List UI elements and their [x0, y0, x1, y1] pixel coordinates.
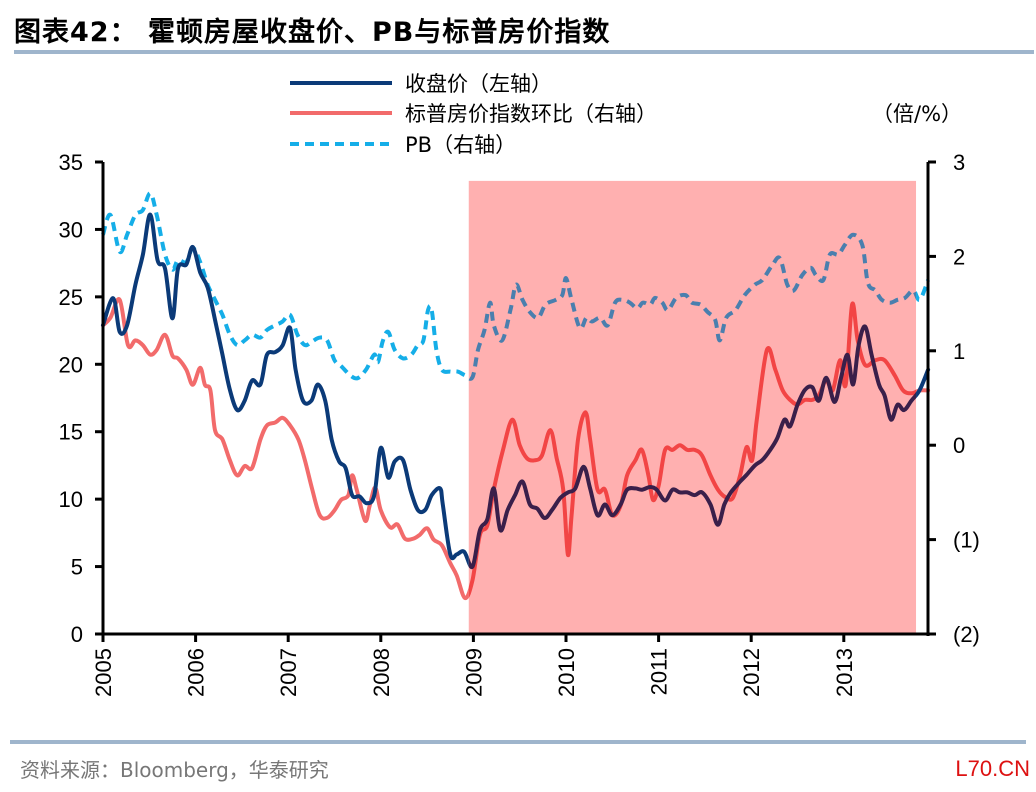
right-axis-tick-label: (1): [953, 528, 980, 553]
footer-rule: [10, 740, 1026, 744]
right-axis-tick-label: 2: [953, 244, 965, 269]
x-axis-tick-label: 2005: [91, 648, 116, 697]
legend-label-close: 收盘价（左轴）: [405, 72, 552, 96]
x-axis-tick-label: 2013: [832, 648, 857, 697]
right-axis-tick-label: (2): [953, 622, 980, 647]
x-axis-tick-label: 2009: [461, 648, 486, 697]
left-axis-tick-label: 10: [59, 487, 83, 512]
left-axis-tick-label: 35: [59, 150, 83, 175]
left-axis-tick-label: 15: [59, 420, 83, 445]
legend: 收盘价（左轴） 标普房价指数环比（右轴） PB（右轴）: [290, 72, 657, 157]
left-axis-tick-label: 25: [59, 285, 83, 310]
left-axis-tick-label: 5: [71, 555, 83, 580]
right-axis-tick-label: 3: [953, 150, 965, 175]
series-pb: [101, 191, 930, 381]
watermark: L70.CN: [955, 756, 1030, 781]
right-axis-tick-label: 1: [953, 339, 965, 364]
x-axis-tick-label: 2012: [739, 648, 764, 697]
left-axis-tick-label: 20: [59, 352, 83, 377]
series-line-sp-shaded: [468, 301, 917, 599]
legend-label-pb: PB（右轴）: [405, 133, 516, 157]
series-close: [101, 212, 931, 570]
figure-title: 图表42： 霍顿房屋收盘价、PB与标普房价指数: [14, 17, 611, 48]
series-sp: [101, 297, 931, 601]
x-axis-tick-label: 2007: [276, 648, 301, 697]
x-axis-tick-label: 2010: [554, 648, 579, 697]
series-line-close-shaded: [468, 324, 917, 570]
x-axis-tick-label: 2011: [647, 648, 672, 695]
chart: 0 5 10 15 20 25 30 35 (2) (1) 0 1 2 3 2005 2006 2007 2008…: [59, 72, 980, 697]
source-note: 资料来源：Bloomberg，华泰研究: [20, 758, 329, 782]
series-layer: [101, 191, 931, 601]
right-axis-tick-label: 0: [953, 433, 965, 458]
title-rule: [14, 50, 1034, 54]
axes-layer: 0 5 10 15 20 25 30 35 (2) (1) 0 1 2 3 2005 2006 2007 2008…: [59, 150, 980, 697]
right-axis-unit: （倍/%）: [872, 102, 962, 126]
legend-label-sp: 标普房价指数环比（右轴）: [405, 102, 657, 126]
series-line-pb-shaded: [468, 232, 917, 381]
left-axis-tick-label: 30: [59, 217, 83, 242]
x-axis-tick-label: 2008: [369, 648, 394, 697]
left-axis-tick-label: 0: [71, 622, 83, 647]
shaded-region: [468, 180, 917, 634]
x-axis-tick-label: 2006: [184, 648, 209, 697]
